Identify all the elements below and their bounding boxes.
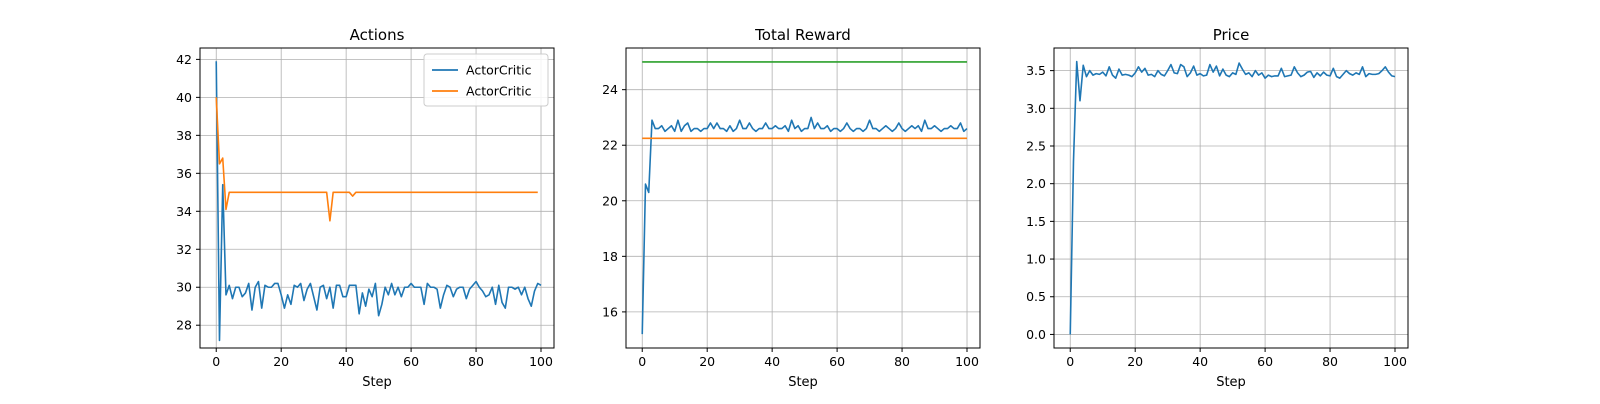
x-tick-label: 100 (529, 354, 553, 369)
y-tick-label: 0.5 (1026, 289, 1046, 304)
x-tick-label: 20 (1127, 354, 1143, 369)
price-title: Price (1213, 26, 1250, 44)
y-tick-label: 24 (602, 82, 618, 97)
price-chart: 0 20 40 60 80 100 0.0 0.5 1.0 1.5 2.0 2.5 3.0 3.5 Pric… (1026, 26, 1409, 390)
x-tick-label: 40 (764, 354, 780, 369)
y-tick-label: 2.5 (1026, 138, 1046, 153)
x-tick-label: 0 (638, 354, 646, 369)
x-tick-label: 0 (212, 354, 220, 369)
y-tick-label: 34 (176, 204, 192, 219)
legend-box (423, 53, 549, 107)
y-tick-label: 38 (176, 128, 192, 143)
legend: ActorCritic ActorCritic (423, 53, 549, 107)
axes-frame (625, 47, 981, 349)
axes-frame (199, 47, 555, 349)
y-tick-label: 0.0 (1026, 327, 1046, 342)
legend-label: ActorCritic (466, 63, 532, 78)
x-tick-label: 40 (1192, 354, 1208, 369)
x-tick-label: 80 (1322, 354, 1338, 369)
x-tick-label: 40 (338, 354, 354, 369)
y-tick-label: 20 (602, 193, 618, 208)
y-tick-label: 32 (176, 242, 192, 257)
actions-series-1-line (215, 97, 538, 222)
y-tick-label: 28 (176, 318, 192, 333)
price-series-0-line (1069, 60, 1396, 335)
y-tick-label: 3.0 (1026, 101, 1046, 116)
axes-frame (1053, 47, 1409, 349)
total-reward-x-axis-label: Step (788, 375, 818, 390)
y-tick-label: 36 (176, 166, 192, 181)
actions-series-0-line (215, 61, 542, 342)
x-tick-label: 80 (468, 354, 484, 369)
y-tick-label: 2.0 (1026, 176, 1046, 191)
x-tick-label: 20 (273, 354, 289, 369)
y-tick-label: 18 (602, 249, 618, 264)
legend-label: ActorCritic (466, 84, 532, 99)
x-tick-label: 100 (955, 354, 979, 369)
y-tick-label: 1.0 (1026, 252, 1046, 267)
x-tick-label: 60 (403, 354, 419, 369)
actions-x-axis-label: Step (362, 375, 392, 390)
total-reward-title: Total Reward (754, 26, 851, 44)
y-tick-label: 42 (176, 52, 192, 67)
x-tick-label: 20 (699, 354, 715, 369)
price-x-axis-label: Step (1216, 375, 1246, 390)
y-tick-label: 30 (176, 280, 192, 295)
actions-chart: 0 20 40 60 80 100 28 30 32 34 36 38 40 42 Actions Step A… (176, 26, 555, 390)
y-tick-label: 22 (602, 138, 618, 153)
y-tick-label: 40 (176, 90, 192, 105)
y-tick-label: 3.5 (1026, 63, 1046, 78)
x-tick-label: 60 (829, 354, 845, 369)
y-tick-label: 16 (602, 304, 618, 319)
x-tick-label: 0 (1066, 354, 1074, 369)
total-reward-series-0-line (641, 116, 968, 335)
x-tick-label: 100 (1383, 354, 1407, 369)
x-tick-label: 60 (1257, 354, 1273, 369)
total-reward-chart: 0 20 40 60 80 100 16 18 20 22 24 Total Reward Step (602, 26, 981, 390)
y-tick-label: 1.5 (1026, 214, 1046, 229)
actions-title: Actions (350, 26, 405, 44)
x-tick-label: 80 (894, 354, 910, 369)
